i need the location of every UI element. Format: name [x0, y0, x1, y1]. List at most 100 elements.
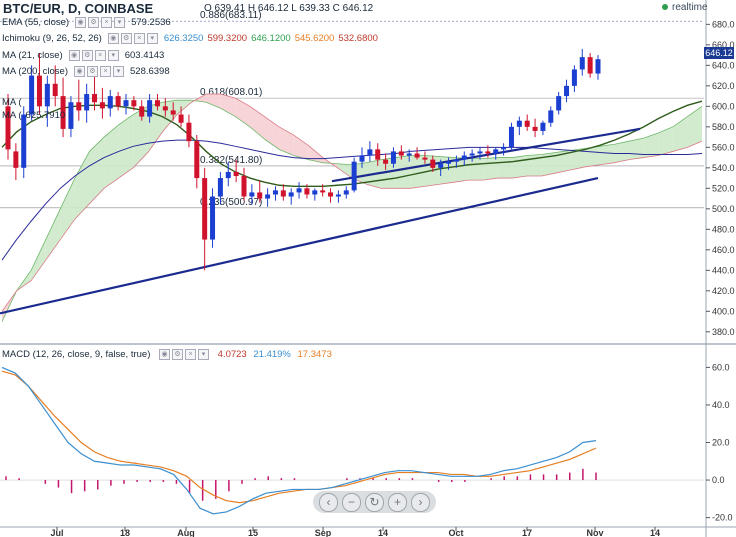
candle-body — [288, 192, 294, 197]
indicator-name[interactable]: MA ( — [2, 110, 22, 121]
more-icon[interactable]: ▾ — [113, 66, 124, 77]
price-tick-label: 460.0 — [712, 245, 735, 255]
ichimoku-cloud-segment — [220, 94, 236, 117]
candle-body — [217, 178, 223, 197]
candle-body — [469, 153, 475, 156]
eye-icon[interactable]: ◉ — [159, 349, 171, 360]
candle-body — [540, 122, 546, 131]
candle-body — [556, 96, 562, 111]
indicator-name[interactable]: Ichimoku (9, 26, 52, 26) — [2, 33, 102, 45]
indicator-value: 646.1200 — [251, 33, 291, 45]
eye-icon[interactable]: ◉ — [107, 33, 119, 44]
candle-body — [516, 120, 522, 127]
candle-body — [571, 69, 577, 86]
ichimoku-cloud-segment — [687, 106, 702, 148]
more-icon[interactable]: ▾ — [198, 349, 210, 360]
settings-icon[interactable]: ⚙ — [81, 50, 93, 61]
candle-body — [154, 100, 160, 107]
zoom-in-icon[interactable]: + — [388, 493, 407, 512]
macd-label[interactable]: MACD (12, 26, close, 9, false, true) — [2, 349, 151, 361]
ichimoku-cloud-segment — [279, 126, 294, 156]
candle-body — [272, 190, 278, 195]
candle-body — [131, 100, 137, 107]
indicator-name[interactable]: MA ( — [2, 97, 22, 108]
candle-body — [422, 157, 428, 160]
candle-body — [241, 176, 247, 197]
candle-body — [351, 161, 357, 191]
macd-tick-label: 40.0 — [712, 400, 730, 410]
candle-body — [398, 151, 404, 156]
scroll-right-icon[interactable]: › — [411, 493, 430, 512]
close-icon[interactable]: × — [133, 33, 145, 44]
ichimoku-cloud-segment — [293, 135, 309, 160]
ichimoku-cloud-segment — [672, 116, 688, 152]
settings-icon[interactable]: ⚙ — [87, 66, 98, 77]
reset-icon[interactable]: ↻ — [365, 493, 384, 512]
symbol-label[interactable]: BTC/EUR, D, COINBASE — [3, 1, 154, 16]
close-icon[interactable]: × — [94, 50, 106, 61]
candle-body — [320, 190, 326, 193]
close-icon[interactable]: × — [100, 66, 111, 77]
candle-body — [280, 190, 286, 197]
ichimoku-cloud-segment — [527, 154, 542, 177]
price-tick-label: 520.0 — [712, 183, 735, 193]
time-tick-label: Nov — [586, 528, 603, 537]
macd-hist-value: 17.3473 — [297, 349, 332, 361]
zoom-out-icon[interactable]: − — [342, 493, 361, 512]
time-tick-label: Sep — [315, 528, 332, 537]
indicator-value: 545.6200 — [294, 33, 335, 45]
time-tick-label: 17 — [522, 528, 532, 537]
ichimoku-cloud-segment — [395, 155, 411, 189]
candle-body — [304, 188, 310, 195]
eye-icon[interactable]: ◉ — [75, 17, 87, 28]
fib-level-label: 0.382(541.80) — [200, 155, 262, 166]
candle-body — [139, 106, 145, 117]
eye-icon[interactable]: ◉ — [74, 66, 85, 77]
settings-icon[interactable]: ⚙ — [172, 349, 184, 360]
indicator-value: 532.6800 — [338, 33, 378, 45]
candle-body — [390, 151, 396, 164]
candle-body — [564, 85, 570, 97]
indicator-name[interactable]: MA (200, close) — [2, 66, 68, 78]
macd-signal-value: 21.419% — [253, 349, 291, 361]
more-icon[interactable]: ▾ — [114, 17, 126, 28]
candle-body — [249, 192, 255, 197]
candle-body — [92, 94, 98, 103]
candle-body — [524, 120, 530, 127]
eye-icon[interactable]: ◉ — [68, 50, 80, 61]
ichimoku-cloud-segment — [206, 94, 221, 109]
indicator-name[interactable]: EMA (55, close) — [2, 17, 70, 29]
price-tick-label: 500.0 — [712, 204, 735, 214]
close-icon[interactable]: × — [185, 349, 197, 360]
more-icon[interactable]: ▾ — [107, 50, 119, 61]
candle-body — [579, 57, 585, 70]
candle-body — [29, 75, 35, 115]
ichimoku-cloud-segment — [249, 106, 265, 140]
ohlc-readout: O 639.41 H 646.12 L 639.33 C 646.12 — [204, 3, 374, 14]
scroll-left-icon[interactable]: ‹ — [319, 493, 338, 512]
price-tick-label: 580.0 — [712, 122, 735, 132]
candle-body — [60, 96, 66, 129]
ichimoku-cloud-segment — [599, 144, 615, 165]
ichimoku-cloud-segment — [133, 106, 148, 168]
ichimoku-cloud-segment — [658, 126, 673, 156]
close-icon[interactable]: × — [101, 17, 113, 28]
time-tick-label: 14 — [650, 528, 660, 537]
price-tick-label: 420.0 — [712, 286, 735, 296]
indicator-name[interactable]: MA (21, close) — [2, 50, 63, 62]
settings-icon[interactable]: ⚙ — [88, 17, 100, 28]
candle-body — [84, 94, 90, 111]
candle-body — [461, 155, 467, 160]
indicator-value: 625.7910 — [25, 110, 66, 121]
more-icon[interactable]: ▾ — [146, 33, 158, 44]
realtime-status: realtime — [662, 2, 708, 13]
price-tick-label: 480.0 — [712, 224, 735, 234]
candle-body — [36, 75, 42, 107]
settings-icon[interactable]: ⚙ — [120, 33, 132, 44]
candle-body — [477, 151, 483, 154]
time-tick-label: Oct — [448, 528, 463, 537]
candle-body — [21, 114, 27, 168]
candle-body — [186, 122, 192, 142]
